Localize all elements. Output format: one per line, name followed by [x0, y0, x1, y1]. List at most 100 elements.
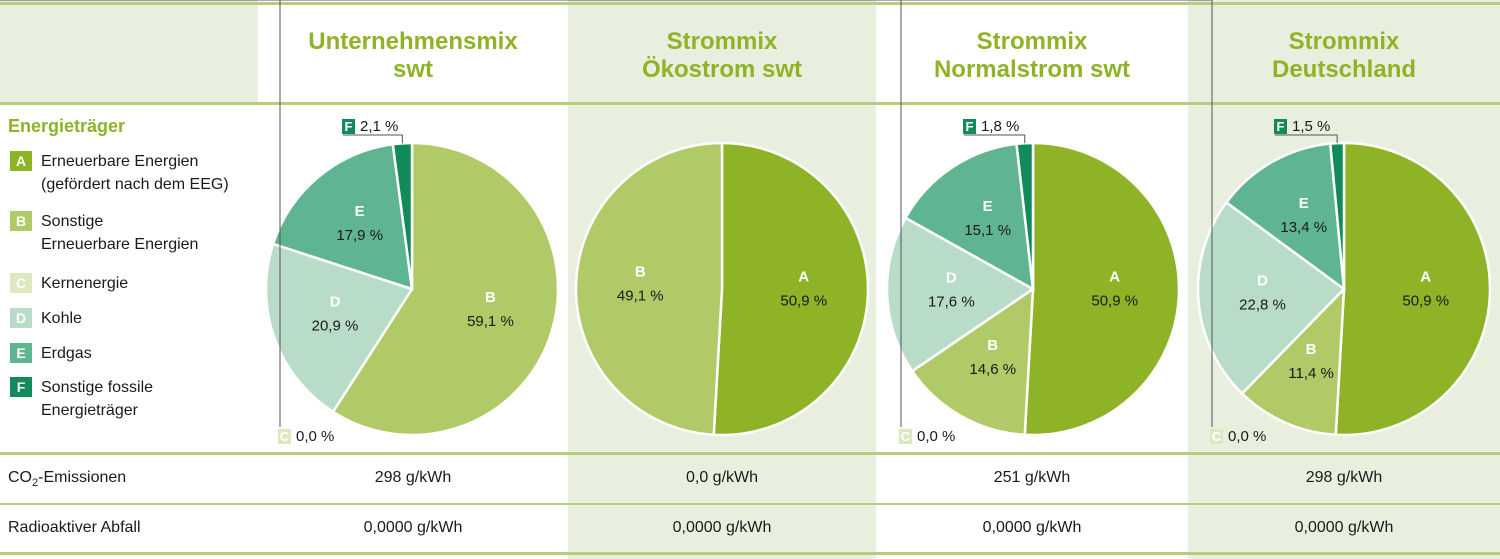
pie-3-label-b-letter: B: [987, 337, 998, 354]
pie-4-slice-f: [1328, 141, 1346, 290]
legend-swatch-d: D: [10, 308, 32, 328]
legend-title: Energieträger: [8, 116, 126, 136]
pie-4-label-d: D 22,8 %: [1239, 273, 1286, 314]
pie-1-label-f-value: 2,1 %: [360, 118, 398, 135]
pie-4-label-e: E 13,4 %: [1280, 195, 1327, 236]
legend-item-f: F Sonstige fossile Energieträger: [10, 376, 153, 422]
pie-2-label-a-letter: A: [798, 268, 809, 285]
legend-item-e: E Erdgas: [10, 342, 92, 365]
pie-1-label-b: B 59,1 %: [467, 289, 514, 330]
pie-2-label-b-value: 49,1 %: [617, 288, 664, 305]
pie-4-label-b: B 11,4 %: [1288, 341, 1334, 382]
pie-4-label-c-swatch: [1210, 429, 1223, 444]
pie-3-label-d: D 17,6 %: [928, 270, 975, 311]
column-title-deutschland: Strommix Deutschland: [1271, 28, 1417, 83]
pie-3-label-a-letter: A: [1109, 268, 1120, 285]
pie-1-label-d-letter: D: [330, 293, 341, 310]
pie-1-label-c-leader: [0, 0, 281, 427]
pie-1-label-f-letter: F: [345, 119, 353, 134]
pie-1-label-f-leader: [343, 134, 403, 144]
pie-4-label-f-leader: [1275, 134, 1338, 144]
pie-3-label-f-leader: [964, 134, 1026, 144]
pie-3-label-d-letter: D: [946, 270, 957, 287]
legend-swatch-c: C: [10, 273, 32, 293]
band-label-header: [0, 0, 258, 102]
legend-swatch-a: A: [10, 151, 32, 171]
waste-value-unternehmensmix: 0,0000 g/kWh: [363, 519, 463, 536]
pie-3-slice-a: [1023, 141, 1181, 437]
co2-value-deutschland: 298 g/kWh: [1305, 469, 1383, 486]
pie-3-label-a: A 50,9 %: [1091, 268, 1138, 309]
pie-4-label-f-value: 1,5 %: [1292, 118, 1330, 135]
rule-pies: [0, 452, 1500, 455]
pie-4-label-b-value: 11,4 %: [1288, 365, 1334, 382]
pie-4-label-e-value: 13,4 %: [1280, 219, 1327, 236]
legend-item-b: B Sonstige Erneuerbare Energien: [10, 210, 198, 256]
pie-4-label-c-letter: C: [1212, 429, 1222, 444]
pie-2-label-a-value: 50,9 %: [780, 292, 827, 309]
co2-label: CO2-Emissionen: [8, 469, 127, 490]
pie-1-label-e-letter: E: [355, 203, 365, 220]
pie-4-label-c-value: 0,0 %: [1228, 428, 1266, 445]
pie-1-label-d: D 20,9 %: [312, 293, 359, 334]
pie-3-label-f-value: 1,8 %: [981, 118, 1019, 135]
pie-3-label-f-swatch: [963, 119, 976, 134]
pie-4-label-f-letter: F: [1277, 119, 1285, 134]
column-title-normalstrom: Strommix Normalstrom swt: [933, 28, 1131, 83]
pie-1-label-c-swatch: [278, 429, 291, 444]
pie-2-slice-b: [574, 141, 724, 437]
pie-1-slice-b: [331, 141, 560, 437]
waste-value-deutschland: 0,0000 g/kWh: [1294, 519, 1394, 536]
column-title-oekostrom: Strommix Ökostrom swt: [641, 28, 803, 83]
pie-4-label-e-letter: E: [1299, 195, 1309, 212]
pie-4-slice-d: [1196, 200, 1346, 396]
pie-3-label-b-value: 14,6 %: [969, 361, 1016, 378]
rule-co2: [0, 503, 1500, 505]
pie-4-label-f-swatch: [1274, 119, 1287, 134]
legend-swatch-f: F: [10, 377, 32, 397]
pie-2-slice-a: [712, 141, 870, 437]
waste-value-oekostrom: 0,0000 g/kWh: [672, 519, 772, 536]
pie-3-slice-b: [910, 286, 1035, 437]
pie-3-slice-d: [885, 216, 1036, 373]
pie-3-slice-e: [903, 142, 1035, 292]
waste-value-normalstrom: 0,0000 g/kWh: [982, 519, 1082, 536]
pie-3-label-e-value: 15,1 %: [964, 222, 1011, 239]
pie-2-label-b-letter: B: [635, 264, 646, 281]
pie-4-label-d-letter: D: [1257, 273, 1268, 290]
pie-1-label-d-value: 20,9 %: [312, 317, 359, 334]
pie-1-label-c-value: 0,0 %: [296, 428, 334, 445]
co2-value-unternehmensmix: 298 g/kWh: [374, 469, 452, 486]
pie-4-label-b-letter: B: [1306, 341, 1317, 358]
pie-3-label-f-letter: F: [966, 119, 974, 134]
legend-item-a: A Erneuerbare Energien (gefördert nach de…: [10, 150, 229, 196]
pie-3-label-e-letter: E: [983, 198, 993, 215]
co2-value-oekostrom: 0,0 g/kWh: [685, 469, 759, 486]
legend-swatch-b: B: [10, 211, 32, 231]
pie-1-label-b-value: 59,1 %: [467, 313, 514, 330]
legend-item-d: D Kohle: [10, 307, 82, 330]
legend-item-c: C Kernenergie: [10, 272, 128, 295]
pie-1-slice-d: [264, 242, 414, 414]
pie-4-label-d-value: 22,8 %: [1239, 297, 1286, 314]
legend-swatch-e: E: [10, 343, 32, 363]
pie-1-label-e: E 17,9 %: [336, 203, 383, 244]
rule-top: [0, 2, 1500, 5]
pie-3-label-c-value: 0,0 %: [917, 428, 955, 445]
pie-1-label-c-letter: C: [280, 429, 290, 444]
pie-3-slice-f: [1015, 141, 1035, 290]
pie-2-label-b: B 49,1 %: [617, 264, 664, 305]
pie-3-label-a-value: 50,9 %: [1091, 292, 1138, 309]
pie-1-slice-e: [271, 142, 414, 291]
pie-4-slice-a: [1334, 141, 1492, 437]
rule-bottom: [0, 552, 1500, 555]
pie-3-label-c-leader: [0, 0, 902, 427]
pie-1-label-f-swatch: [342, 119, 355, 134]
rule-header: [0, 102, 1500, 105]
pie-1-label-b-letter: B: [485, 289, 496, 306]
pie-3-label-c-letter: C: [901, 429, 911, 444]
pie-2-label-a: A 50,9 %: [780, 268, 827, 309]
pie-4-label-a: A 50,9 %: [1402, 268, 1449, 309]
pie-4-label-c-leader: [0, 0, 1213, 427]
